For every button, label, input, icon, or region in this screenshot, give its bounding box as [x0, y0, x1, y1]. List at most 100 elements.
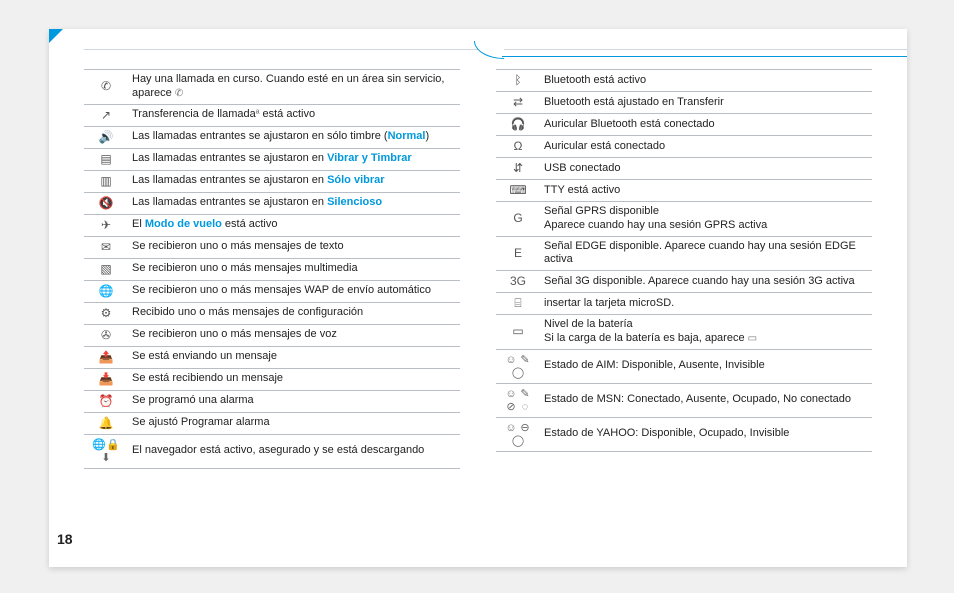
highlight-text: Modo de vuelo: [145, 218, 222, 230]
status-icon: ▤: [100, 152, 111, 166]
table-row: ⇵ USB conectado: [496, 158, 872, 180]
page-top-divider: [49, 49, 907, 51]
multi-status-icon: 🌐🔒⬇: [92, 438, 120, 464]
table-row: 3G Señal 3G disponible. Aparece cuando ha…: [496, 271, 872, 293]
icon-legend-table-right: ᛒBluetooth está activo⇄Bluetooth está aj…: [496, 69, 872, 452]
multi-status-icon: ☺✎⊘◌: [504, 387, 532, 413]
status-icon: ⇄: [513, 95, 523, 109]
icon-cell: E: [496, 236, 540, 271]
highlight-text: Vibrar y Timbrar: [327, 152, 412, 164]
icon-cell: ⇵: [496, 158, 540, 180]
table-row: ✉Se recibieron uno o más mensajes de tex…: [84, 236, 460, 258]
description-text: está activo: [259, 108, 315, 120]
description-text: TTY está activo: [544, 184, 620, 196]
divider-blue-segment: [502, 56, 907, 57]
description-cell: Señal EDGE disponible. Aparece cuando ha…: [540, 236, 872, 271]
description-text: Se ajustó Programar alarma: [132, 416, 270, 428]
description-text: ): [425, 130, 429, 142]
description-cell: Recibido uno o más mensajes de configura…: [128, 302, 460, 324]
description-text: USB conectado: [544, 162, 620, 174]
status-icon: ▭: [512, 324, 523, 338]
icon-cell: 🌐: [84, 280, 128, 302]
status-icon: 📥: [99, 372, 114, 386]
description-text: insertar la tarjeta microSD.: [544, 297, 674, 309]
status-icon: ⚙: [101, 306, 112, 320]
table-row: ESeñal EDGE disponible. Aparece cuando h…: [496, 236, 872, 271]
description-text: Auricular está conectado: [544, 140, 665, 152]
table-row: ⚙ Recibido uno o más mensajes de configur…: [84, 302, 460, 324]
right-column: ᛒBluetooth está activo⇄Bluetooth está aj…: [496, 69, 872, 527]
table-row: ☺✎◯ Estado de AIM: Disponible, Ausente, I…: [496, 349, 872, 383]
table-row: 🌐🔒⬇El navegador está activo, asegurado y…: [84, 434, 460, 468]
table-row: ☺✎⊘◌ Estado de MSN: Conectado, Ausente, O…: [496, 383, 872, 417]
description-cell: Se recibieron uno o más mensajes de text…: [128, 236, 460, 258]
status-icon: ▥: [100, 174, 111, 188]
status-icon: ▧: [100, 262, 111, 276]
description-cell: Nivel de la batería Si la carga de la bat…: [540, 315, 872, 350]
icon-cell: 🔔: [84, 412, 128, 434]
table-row: ↗Transferencia de llamadaª está activo: [84, 104, 460, 126]
icon-cell: 🔊: [84, 126, 128, 148]
description-cell: El Modo de vuelo está activo: [128, 214, 460, 236]
icon-cell: 🔇: [84, 192, 128, 214]
icon-cell: ⏰: [84, 390, 128, 412]
icon-cell: ✉: [84, 236, 128, 258]
description-text: Recibido uno o más mensajes de configura…: [132, 306, 363, 318]
description-text: Señal GPRS disponible: [544, 205, 659, 217]
description-text: Se programó una alarma: [132, 394, 254, 406]
highlight-text: Silencioso: [327, 196, 382, 208]
description-text: Si la carga de la batería es baja, apare…: [544, 332, 748, 344]
description-cell: insertar la tarjeta microSD.: [540, 293, 872, 315]
table-row: ▤ Las llamadas entrantes se ajustaron en …: [84, 148, 460, 170]
description-text: Aparece cuando hay una sesión GPRS activ…: [544, 219, 767, 231]
table-row: ✇ Se recibieron uno o más mensajes de voz: [84, 324, 460, 346]
table-row: ▧ Se recibieron uno o más mensajes multim…: [84, 258, 460, 280]
icon-cell: ↗: [84, 104, 128, 126]
description-cell: Transferencia de llamadaª está activo: [128, 104, 460, 126]
table-row: G Señal GPRS disponible Aparece cuando hay…: [496, 202, 872, 237]
icon-cell: 📤: [84, 346, 128, 368]
status-icon: ✈: [101, 218, 111, 232]
table-row: ✆Hay una llamada en curso. Cuando esté e…: [84, 70, 460, 105]
description-cell: TTY está activo: [540, 180, 872, 202]
description-cell: Hay una llamada en curso. Cuando esté en…: [128, 70, 460, 105]
status-icon: 3G: [510, 274, 526, 288]
icon-cell: ✆: [84, 70, 128, 105]
icon-cell: ⚙: [84, 302, 128, 324]
table-row: 🔇Las llamadas entrantes se ajustaron en …: [84, 192, 460, 214]
description-cell: Se ajustó Programar alarma: [128, 412, 460, 434]
description-cell: Bluetooth está activo: [540, 70, 872, 92]
description-text: Nivel de la batería: [544, 318, 633, 330]
description-text: Se recibieron uno o más mensajes multime…: [132, 262, 358, 274]
description-text: Las llamadas entrantes se ajustaron en: [132, 174, 327, 186]
table-row: 🔊Las llamadas entrantes se ajustaron en …: [84, 126, 460, 148]
description-text: Transferencia de llamada: [132, 108, 256, 120]
icon-cell: 🎧: [496, 114, 540, 136]
description-text: Bluetooth está ajustado en Transferir: [544, 96, 724, 108]
description-text: El: [132, 218, 145, 230]
status-icon: 🎧: [511, 117, 526, 131]
table-row: ⏰ Se programó una alarma: [84, 390, 460, 412]
table-row: ΩAuricular está conectado: [496, 136, 872, 158]
icon-cell: ✇: [84, 324, 128, 346]
description-text: ✆: [175, 88, 183, 99]
description-cell: Las llamadas entrantes se ajustaron en V…: [128, 148, 460, 170]
multi-status-icon: ☺⊖◯: [504, 421, 532, 447]
icon-legend-table-left: ✆Hay una llamada en curso. Cuando esté e…: [84, 69, 460, 469]
icon-cell: ☺✎⊘◌: [496, 383, 540, 417]
multi-status-icon: ☺✎◯: [504, 353, 532, 379]
description-cell: Se está recibiendo un mensaje: [128, 368, 460, 390]
table-row: 🔔 Se ajustó Programar alarma: [84, 412, 460, 434]
table-row: ✈ El Modo de vuelo está activo: [84, 214, 460, 236]
description-cell: Estado de AIM: Disponible, Ausente, Invi…: [540, 349, 872, 383]
description-cell: Se está enviando un mensaje: [128, 346, 460, 368]
description-text: Se recibieron uno o más mensajes de voz: [132, 328, 337, 340]
description-text: Estado de MSN: Conectado, Ausente, Ocupa…: [544, 393, 851, 405]
status-icon: 🔊: [99, 130, 114, 144]
description-cell: Señal 3G disponible. Aparece cuando hay …: [540, 271, 872, 293]
icon-cell: 3G: [496, 271, 540, 293]
icon-cell: ☺⊖◯: [496, 417, 540, 451]
status-icon: ⌸: [514, 296, 521, 310]
divider-arc: [474, 41, 504, 59]
icon-cell: G: [496, 202, 540, 237]
